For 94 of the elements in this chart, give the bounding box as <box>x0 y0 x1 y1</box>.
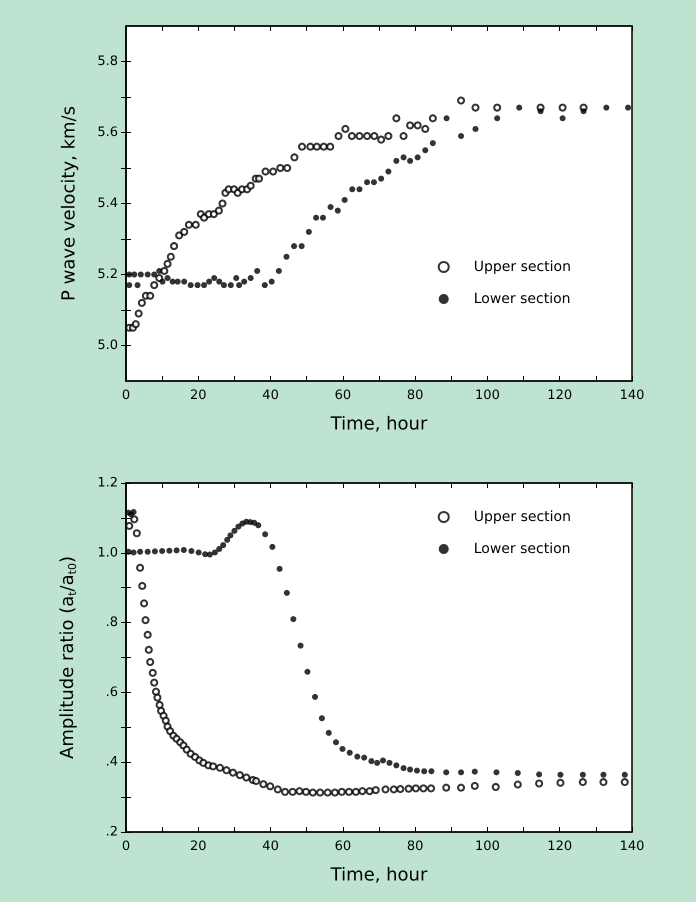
y-tick-label: 1.0 <box>97 545 118 560</box>
point <box>603 104 610 111</box>
point <box>138 272 144 278</box>
point <box>262 282 268 288</box>
point <box>194 282 201 288</box>
point <box>328 204 334 210</box>
y-tick-label: .8 <box>106 615 118 630</box>
point <box>356 186 362 192</box>
point <box>276 268 282 274</box>
point <box>160 278 166 285</box>
legend-label: Upper section <box>474 259 572 275</box>
y-tick-label: 5.2 <box>97 267 118 282</box>
point <box>131 272 138 278</box>
x-axis-title: Time, hour <box>330 414 428 434</box>
point <box>320 214 326 221</box>
point <box>494 115 500 122</box>
x-tick-label: 20 <box>190 388 207 403</box>
point <box>151 272 158 278</box>
point <box>206 278 212 285</box>
point <box>334 208 341 214</box>
point <box>170 278 176 285</box>
x-tick-label: 100 <box>475 839 500 854</box>
point <box>254 268 260 274</box>
point <box>458 133 464 140</box>
point <box>134 282 141 288</box>
x-tick-label: 120 <box>547 388 572 403</box>
x-tick-label: 60 <box>334 839 352 854</box>
x-tick-label: 120 <box>547 839 572 854</box>
point <box>283 254 290 260</box>
point <box>188 282 194 288</box>
point <box>560 115 566 122</box>
point <box>236 282 242 288</box>
point <box>385 168 392 175</box>
y-tick-label: 5.6 <box>97 125 118 140</box>
point <box>313 214 320 221</box>
point <box>393 158 400 164</box>
point <box>181 278 188 285</box>
point <box>220 282 227 288</box>
x-tick-label: 140 <box>620 839 644 854</box>
point <box>349 186 356 192</box>
point <box>291 243 298 250</box>
y-tick-label: .4 <box>106 754 118 770</box>
x-tick-label: 40 <box>262 839 279 854</box>
x-tick-label: 0 <box>122 839 130 854</box>
point <box>422 147 428 154</box>
y-tick-label: 5.8 <box>97 54 118 69</box>
y-tick-label: .6 <box>106 684 118 700</box>
point <box>233 275 240 282</box>
legend-label: Upper section <box>474 509 572 525</box>
y-tick-label: .2 <box>106 824 118 840</box>
x-axis-title: Time, hour <box>330 864 428 886</box>
legend-label: Lower section <box>474 291 571 307</box>
legend-label: Lower section <box>474 541 571 557</box>
x-tick-label: 0 <box>122 388 130 403</box>
x-tick-label: 60 <box>334 388 352 403</box>
point <box>400 154 407 160</box>
x-tick-label: 20 <box>190 839 207 854</box>
x-tick-label: 100 <box>475 388 500 403</box>
y-tick-label: 1.2 <box>97 476 118 490</box>
point <box>580 108 587 114</box>
point <box>472 126 478 132</box>
point <box>370 179 377 186</box>
point <box>248 275 254 282</box>
point <box>126 282 132 288</box>
point <box>211 275 218 282</box>
point <box>342 196 348 203</box>
point <box>298 243 305 250</box>
y-axis-title: Amplitude ratio (at/at0) <box>57 556 79 759</box>
x-tick-label: 140 <box>620 388 644 403</box>
x-tick-label: 40 <box>262 388 279 403</box>
point <box>364 179 370 186</box>
point <box>144 272 151 278</box>
point <box>306 228 312 235</box>
point <box>414 154 421 160</box>
y-tick-label: 5.0 <box>97 338 118 353</box>
point <box>156 268 162 274</box>
point <box>241 278 248 285</box>
point <box>228 282 234 288</box>
point <box>538 108 544 114</box>
point <box>268 278 275 285</box>
point <box>216 278 222 285</box>
y-tick-label: 5.4 <box>97 196 118 211</box>
point <box>407 158 414 164</box>
y-axis-title: P wave velocity, km/s <box>58 106 80 301</box>
x-tick-label: 80 <box>406 388 424 403</box>
point <box>174 278 181 285</box>
point <box>430 140 436 146</box>
point <box>378 176 384 182</box>
x-tick-label: 80 <box>406 839 424 854</box>
point <box>444 115 450 122</box>
point <box>201 282 208 288</box>
point <box>625 104 632 111</box>
point <box>164 275 171 282</box>
point <box>516 104 522 111</box>
